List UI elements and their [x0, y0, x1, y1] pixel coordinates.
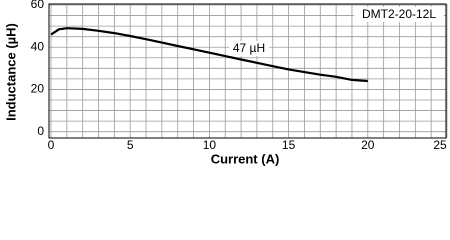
series-label: DMT2-20-12L — [362, 7, 436, 21]
x-tick-label: 0 — [48, 138, 55, 152]
annotation: 47 µH — [233, 41, 265, 55]
annotation-background — [229, 41, 269, 56]
x-axis-title: Current (A) — [211, 151, 280, 166]
y-axis-title: Inductance (µH) — [3, 23, 18, 121]
x-tick-label: 25 — [433, 138, 447, 152]
x-tick-label: 20 — [361, 138, 375, 152]
x-tick-label: 10 — [203, 138, 217, 152]
y-tick-label: 20 — [31, 82, 45, 96]
grid — [49, 4, 448, 138]
y-tick-label: 0 — [37, 124, 44, 138]
x-tick-label: 15 — [282, 138, 296, 152]
y-tick-label: 60 — [31, 0, 45, 11]
y-tick-label: 40 — [31, 39, 45, 53]
x-tick-label: 5 — [127, 138, 134, 152]
series-label-background — [354, 7, 444, 22]
page: {"chart_data": {"type": "line", "x_label… — [3, 0, 448, 167]
data-line — [50, 27, 368, 83]
plot-frame — [48, 3, 447, 139]
chart: Current (A) Inductance (µH) 0 5 10 15 20 25 0 2… — [3, 0, 448, 166]
